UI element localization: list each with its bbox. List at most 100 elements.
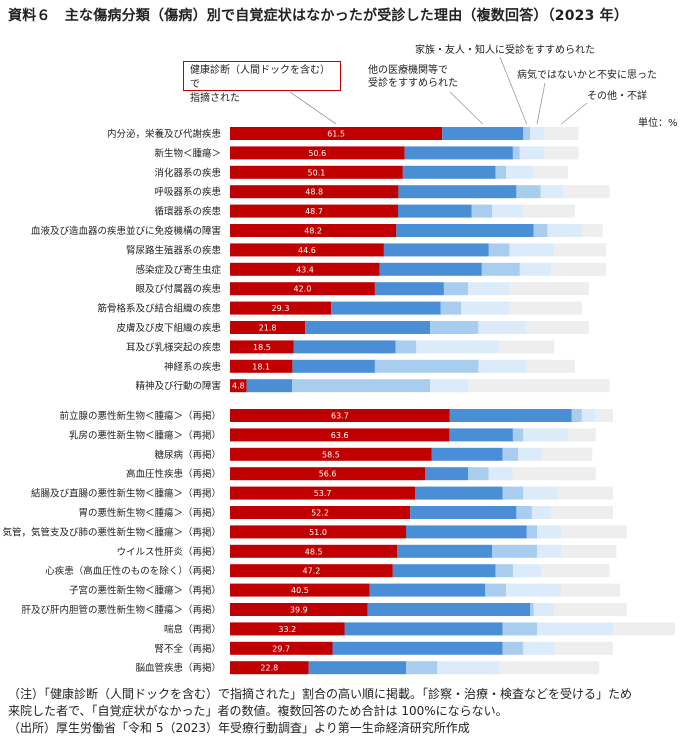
bar-segment-other-medical	[449, 409, 572, 422]
bar-value-label: 48.2	[304, 227, 322, 236]
bar-segment-family	[440, 301, 462, 315]
bar-segment-health-check	[230, 603, 368, 616]
bar-segment-other	[499, 340, 555, 354]
bar-segment-family	[374, 359, 479, 373]
bar-value-label: 61.5	[327, 130, 345, 139]
bar-segment-health-check	[230, 564, 393, 578]
category-label: 子宮の悪性新生物＜腫瘍＞（再掲）	[69, 585, 221, 597]
bar-segment-other	[561, 525, 627, 539]
category-label: 耳及び乳様突起の疾患	[126, 341, 221, 353]
bar-value-label: 18.5	[253, 343, 271, 352]
bar-segment-health-check	[230, 146, 405, 160]
bar-segment-health-check	[230, 447, 432, 461]
bar-segment-other	[562, 185, 610, 199]
bar-segment-worried	[478, 359, 527, 373]
bar-segment-other-medical	[374, 282, 444, 296]
bar-segment-other-medical	[398, 185, 517, 199]
bar-segment-other-medical	[410, 506, 517, 519]
bar-segment-worried	[512, 564, 541, 578]
bar-value-label: 44.6	[298, 246, 316, 255]
leader-line	[289, 91, 337, 125]
bar-segment-worried	[437, 661, 500, 675]
category-label: 肝及び肝内胆管の悪性新生物＜腫瘍＞（再掲）	[21, 604, 221, 616]
bar-segment-worried	[531, 506, 551, 519]
bar-segment-health-check	[230, 661, 309, 675]
bar-segment-other	[561, 583, 620, 597]
bar-segment-health-check	[230, 165, 403, 179]
bar-segment-health-check	[230, 301, 332, 315]
bar-value-label: 22.8	[260, 664, 278, 673]
bar-segment-worried	[523, 641, 555, 655]
bar-segment-worried	[519, 146, 544, 160]
bar-segment-other	[568, 428, 596, 442]
bar-segment-other-medical	[305, 321, 431, 334]
bar-segment-worried	[416, 340, 500, 354]
bar-segment-other-medical	[449, 428, 513, 442]
bar-segment-other-medical	[431, 447, 503, 461]
bar-segment-other	[509, 282, 589, 296]
category-label: 新生物＜腫瘍＞	[154, 147, 221, 159]
annotation-health-check-line2: 指摘された	[190, 93, 240, 104]
bar-segment-health-check	[230, 340, 294, 354]
bar-segment-health-check	[230, 282, 375, 296]
stacked-bar-chart: 61.5 50.6 50.1 48.8 48.7 48.2 44.6 43.4 42.0 29.3…	[2, 56, 675, 675]
category-label: 前立腺の悪性新生物＜腫瘍＞（再掲）	[59, 410, 221, 422]
bar-segment-other	[554, 641, 613, 655]
notes: （注）「健康診断（人間ドックを含む）で指摘された」割合の高い順に掲載。「診察・治…	[8, 686, 676, 737]
bar-value-label: 42.0	[293, 285, 311, 294]
category-label: 胃の悪性新生物＜腫瘍＞（再掲）	[78, 507, 221, 519]
bar-segment-other	[526, 359, 575, 373]
bar-segment-other	[557, 486, 613, 500]
bar-segment-health-check	[230, 224, 397, 237]
annotation-other-medical: 他の医療機関等で 受診をすすめられた	[368, 64, 458, 90]
bar-segment-family	[468, 467, 489, 481]
annotation-worried: 病気ではないかと不安に思った	[517, 70, 657, 81]
category-label: 眼及び付属器の疾患	[135, 283, 221, 295]
bar-segment-other-medical	[425, 467, 469, 481]
bar-value-label: 18.1	[252, 362, 270, 371]
bar-segment-other-medical	[369, 583, 486, 597]
bar-segment-worried	[506, 583, 562, 597]
leader-line	[536, 82, 546, 125]
bar-segment-worried	[478, 321, 527, 334]
bar-segment-health-check	[230, 525, 406, 539]
bar-segment-worried	[547, 224, 582, 237]
bar-value-label: 50.1	[307, 168, 325, 177]
bar-value-label: 39.9	[290, 606, 308, 615]
bar-value-label: 53.7	[314, 489, 332, 498]
bar-segment-other	[581, 224, 603, 237]
bar-segment-family	[512, 428, 524, 442]
bar-segment-other	[554, 243, 607, 257]
bar-segment-family	[292, 379, 431, 393]
category-label: 乳房の悪性新生物＜腫瘍＞（再掲）	[69, 429, 221, 441]
bar-value-label: 48.5	[305, 547, 323, 556]
annotation-family: 家族・友人・知人に受診をすすめられた	[415, 45, 595, 56]
category-label: 筋骨格系及び結合組織の疾患	[97, 303, 221, 315]
unit-label: 単位：%	[638, 118, 678, 129]
bar-value-label: 40.5	[291, 586, 309, 595]
annotation-health-check: 健康診断（人間ドックを含む）で 指摘された	[183, 61, 341, 104]
bar-segment-other-medical	[308, 661, 406, 675]
bar-segment-other	[544, 146, 579, 160]
bar-segment-other-medical	[406, 525, 527, 539]
bar-value-label: 48.8	[305, 188, 323, 197]
bar-segment-family	[492, 544, 538, 558]
bar-segment-family	[526, 525, 538, 539]
bar-segment-other	[526, 321, 589, 334]
bar-segment-health-check	[230, 544, 398, 558]
bar-segment-health-check	[230, 243, 384, 257]
annotation-other-medical-line1: 他の医療機関等で	[368, 65, 448, 76]
bar-segment-other-medical	[402, 165, 496, 179]
bar-value-label: 48.7	[305, 207, 323, 216]
category-label: 糖尿病（再掲）	[154, 449, 221, 461]
bar-segment-family	[443, 282, 469, 296]
bar-value-label: 63.7	[331, 412, 349, 421]
bar-segment-worried	[488, 467, 513, 481]
bar-segment-health-check	[230, 583, 370, 597]
bar-value-label: 29.3	[272, 304, 290, 313]
bar-segment-health-check	[230, 127, 443, 140]
bar-segment-worried	[519, 262, 551, 276]
bar-segment-worried	[492, 204, 524, 218]
bar-segment-health-check	[230, 204, 398, 218]
bar-segment-other	[509, 301, 582, 315]
